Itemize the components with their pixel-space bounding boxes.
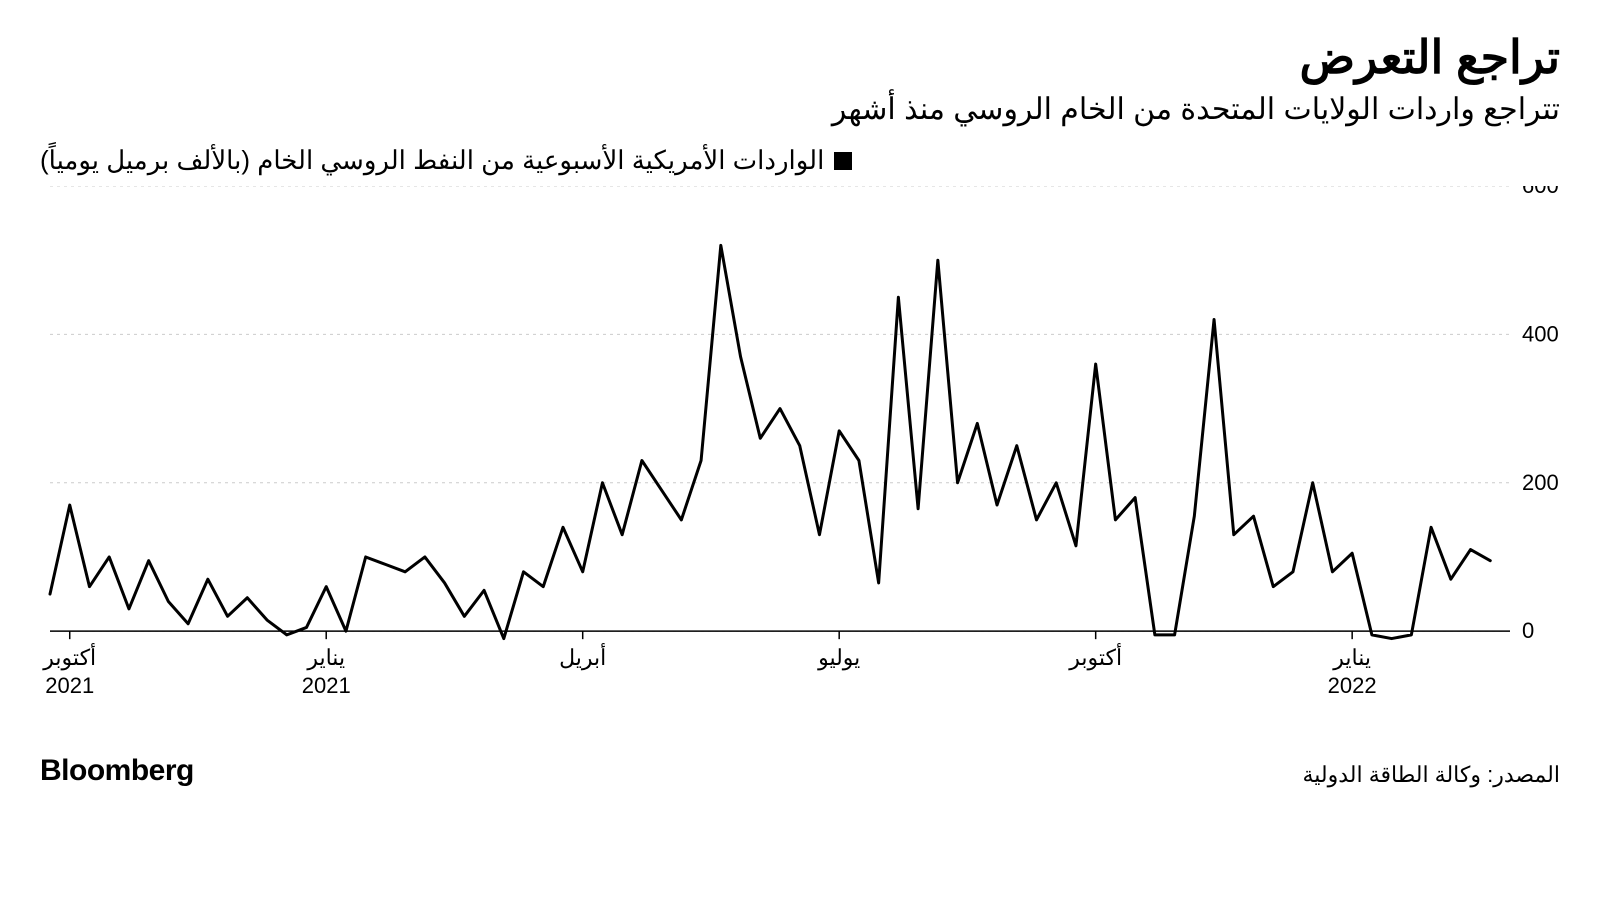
legend-text: الواردات الأمريكية الأسبوعية من النفط ال…	[40, 145, 824, 176]
svg-text:أكتوبر: أكتوبر	[42, 642, 96, 671]
line-chart: 0200400600أكتوبر2021يناير2021أبريليوليوأ…	[40, 186, 1560, 746]
chart-svg: 0200400600أكتوبر2021يناير2021أبريليوليوأ…	[40, 186, 1560, 746]
source-text: المصدر: وكالة الطاقة الدولية	[1302, 762, 1560, 788]
svg-text:أكتوبر: أكتوبر	[1068, 642, 1122, 671]
chart-title: تراجع التعرض	[40, 30, 1560, 84]
svg-text:2021: 2021	[45, 673, 94, 698]
chart-subtitle: تتراجع واردات الولايات المتحدة من الخام …	[40, 92, 1560, 127]
svg-text:يناير: يناير	[1332, 645, 1371, 671]
svg-text:يناير: يناير	[306, 645, 345, 671]
svg-text:600: 600	[1522, 186, 1559, 198]
legend-swatch	[834, 152, 852, 170]
svg-text:يوليو: يوليو	[817, 645, 860, 671]
svg-text:2021: 2021	[302, 673, 351, 698]
svg-text:400: 400	[1522, 321, 1559, 346]
svg-text:أبريل: أبريل	[559, 642, 606, 671]
svg-text:200: 200	[1522, 470, 1559, 495]
legend: الواردات الأمريكية الأسبوعية من النفط ال…	[40, 145, 1560, 176]
svg-text:0: 0	[1522, 618, 1534, 643]
brand-logo: Bloomberg	[40, 754, 194, 788]
svg-text:2022: 2022	[1328, 673, 1377, 698]
